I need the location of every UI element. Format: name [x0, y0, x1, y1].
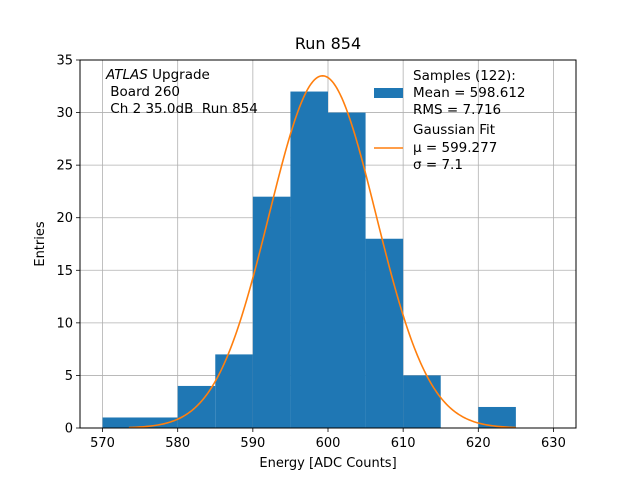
y-tick-label: 10 — [56, 316, 73, 331]
x-tick-label: 590 — [240, 436, 265, 451]
atlas-word: ATLAS — [105, 67, 148, 83]
histogram-bar — [328, 112, 366, 429]
histogram-bar — [403, 375, 441, 428]
x-axis-label: Energy [ADC Counts] — [259, 456, 396, 471]
legend-fit-line-1: Gaussian Fit — [413, 122, 495, 138]
legend-samples-line-2: Mean = 598.612 — [413, 85, 526, 101]
annotation-board: Board 260 — [106, 84, 180, 100]
y-tick-label: 30 — [56, 106, 73, 121]
histogram-bar — [290, 91, 328, 429]
y-tick-label: 0 — [65, 422, 73, 437]
y-axis-label: Entries — [33, 221, 48, 267]
chart-title: Run 854 — [295, 34, 361, 53]
legend-samples-line-1: Samples (122): — [413, 68, 516, 84]
legend: Samples (122): Mean = 598.612 RMS = 7.71… — [374, 68, 526, 173]
y-tick-label: 35 — [56, 54, 73, 69]
annotation-channel: Ch 2 35.0dB Run 854 — [106, 101, 258, 117]
x-tick-label: 610 — [391, 436, 416, 451]
x-tick-label: 580 — [165, 436, 190, 451]
legend-samples-line-3: RMS = 7.716 — [413, 102, 501, 118]
y-tick-label: 25 — [56, 159, 73, 174]
histogram-bar — [478, 406, 516, 428]
annotation-line-1: ATLAS Upgrade — [105, 67, 210, 83]
gaussian-fit — [128, 74, 516, 429]
atlas-upgrade: Upgrade — [148, 67, 210, 83]
x-tick-label: 600 — [316, 436, 341, 451]
atlas-annotation: ATLAS Upgrade Board 260 Ch 2 35.0dB Run … — [105, 67, 258, 117]
gaussian-fit-curve — [128, 74, 516, 429]
histogram-bar — [252, 196, 291, 428]
histogram-bar — [102, 417, 178, 428]
y-tick-label: 5 — [65, 369, 73, 384]
axis-ticks: 570 580 590 600 610 620 630 0 5 10 15 20 25 30 35 — [56, 54, 565, 452]
legend-samples-swatch — [374, 88, 403, 98]
x-tick-label: 630 — [541, 436, 566, 451]
histogram-bar — [215, 354, 253, 428]
x-tick-label: 570 — [90, 436, 115, 451]
legend-fit-line-2: μ = 599.277 — [413, 140, 497, 156]
histogram-bar — [365, 238, 404, 428]
histogram-bars — [102, 91, 516, 429]
y-tick-label: 15 — [56, 264, 73, 279]
legend-fit-line-3: σ = 7.1 — [413, 157, 463, 173]
x-tick-label: 620 — [466, 436, 491, 451]
y-tick-label: 20 — [56, 211, 73, 226]
